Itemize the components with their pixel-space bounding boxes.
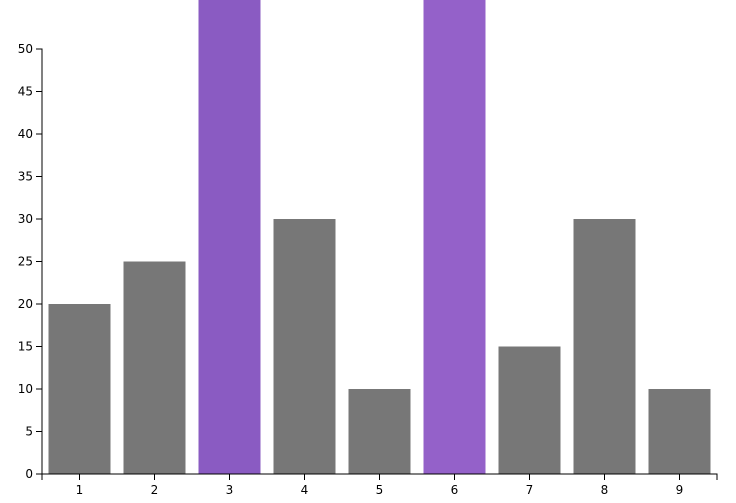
y-tick-label: 35	[18, 170, 33, 184]
y-tick-label: 15	[18, 340, 33, 354]
bar	[123, 261, 186, 474]
bar	[198, 0, 261, 474]
x-tick-label: 9	[676, 483, 684, 497]
x-tick-label: 6	[451, 483, 459, 497]
x-tick-label: 3	[226, 483, 234, 497]
bar	[48, 304, 111, 474]
y-tick-label: 30	[18, 212, 33, 226]
y-tick-label: 40	[18, 127, 33, 141]
y-tick-label: 10	[18, 382, 33, 396]
x-tick-label: 1	[76, 483, 84, 497]
x-tick-label: 7	[526, 483, 534, 497]
y-tick-label: 0	[25, 467, 33, 481]
x-tick-label: 2	[151, 483, 159, 497]
bar	[648, 389, 711, 474]
y-tick-label: 50	[18, 42, 33, 56]
bar	[348, 389, 411, 474]
y-tick-label: 45	[18, 85, 33, 99]
x-tick-label: 4	[301, 483, 309, 497]
x-tick-label: 5	[376, 483, 384, 497]
y-tick-label: 25	[18, 255, 33, 269]
bar	[273, 219, 336, 474]
y-tick-label: 5	[25, 425, 33, 439]
bar	[573, 219, 636, 474]
y-tick-label: 20	[18, 297, 33, 311]
bar	[423, 0, 486, 474]
x-tick-label: 8	[601, 483, 609, 497]
bar	[498, 346, 561, 474]
